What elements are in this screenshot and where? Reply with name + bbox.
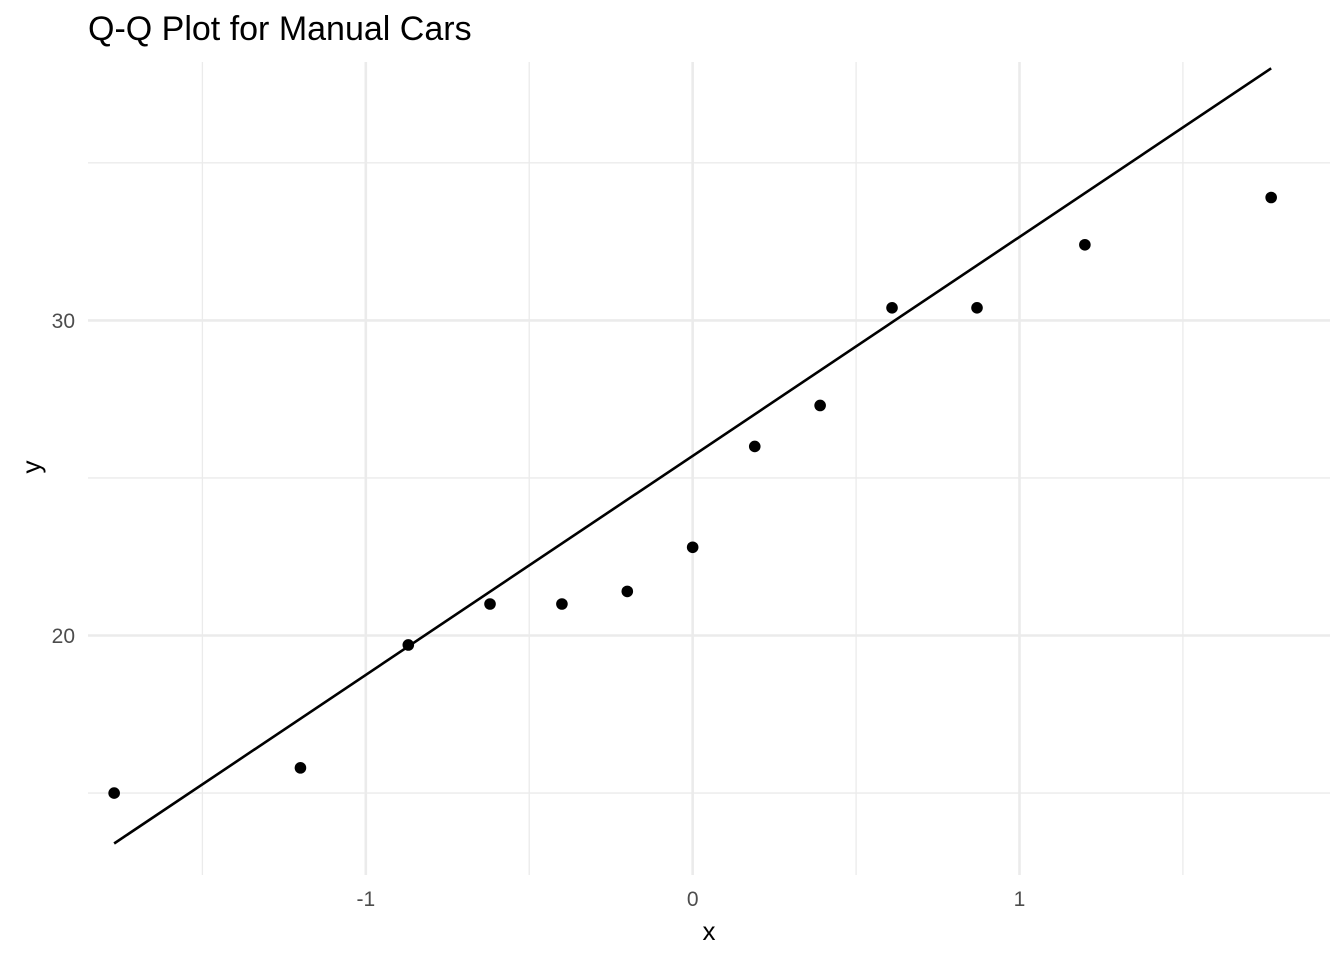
data-point xyxy=(1265,191,1277,204)
data-point xyxy=(556,598,568,610)
chart-title: Q-Q Plot for Manual Cars xyxy=(88,10,472,48)
data-point xyxy=(686,541,699,554)
data-point xyxy=(1079,238,1091,251)
y-tick-label: 30 xyxy=(52,310,75,333)
x-tick-label: 0 xyxy=(687,888,699,911)
data-points xyxy=(108,191,1277,799)
data-point xyxy=(971,301,983,314)
data-point xyxy=(621,585,634,598)
y-axis-title: y xyxy=(16,461,46,474)
data-point xyxy=(108,787,120,799)
qq-reference-line xyxy=(113,67,1272,845)
reference-line-layer xyxy=(113,67,1272,845)
x-tick-label: 1 xyxy=(1014,888,1026,911)
x-tick-labels: -1 0 1 xyxy=(356,888,1025,911)
major-gridlines xyxy=(88,62,1330,875)
data-point xyxy=(886,301,898,314)
minor-gridlines xyxy=(88,62,1330,875)
data-point xyxy=(294,762,307,774)
data-point xyxy=(402,639,415,651)
data-point xyxy=(748,440,761,453)
x-tick-label: -1 xyxy=(356,888,375,911)
data-point xyxy=(814,399,826,412)
x-axis-title: x xyxy=(703,916,716,946)
y-tick-label: 20 xyxy=(52,625,75,648)
data-point xyxy=(484,598,496,610)
